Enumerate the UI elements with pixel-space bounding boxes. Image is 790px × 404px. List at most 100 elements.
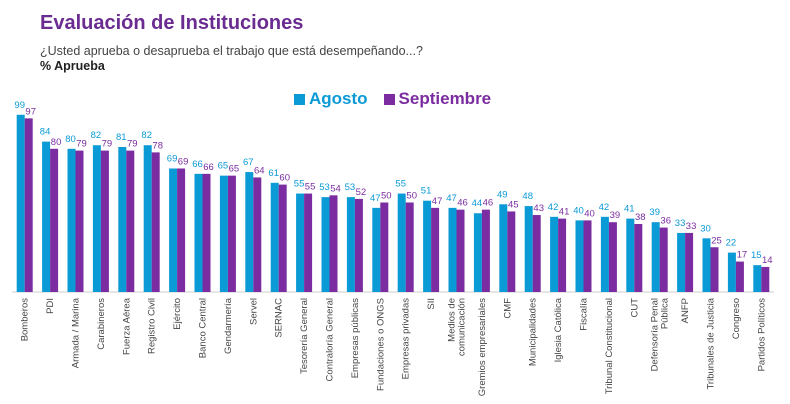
data-label: 46 (457, 198, 468, 209)
category-label: Iglesia Católica (553, 297, 564, 362)
bar-agosto (499, 204, 508, 292)
category-label: Tribunales de Justicia (706, 297, 717, 389)
data-label: 80 (51, 137, 62, 148)
legend-label: Agosto (309, 89, 368, 108)
data-label: 49 (497, 189, 508, 200)
data-label: 60 (279, 173, 290, 184)
bar-septiembre (151, 152, 160, 292)
data-label: 66 (203, 162, 214, 173)
category-label: ANFP (680, 298, 691, 323)
bar-agosto (626, 218, 635, 292)
data-label: 45 (508, 199, 519, 210)
bar-agosto (473, 213, 482, 292)
chart-subtitle: ¿Usted aprueba o desaprueba el trabajo q… (40, 44, 423, 58)
data-label: 22 (726, 238, 737, 249)
data-label: 39 (610, 210, 621, 221)
data-label: 42 (548, 202, 559, 213)
data-label: 48 (522, 191, 533, 202)
bar-septiembre (24, 118, 33, 293)
bar-agosto (346, 197, 355, 292)
data-label: 53 (345, 182, 356, 193)
data-label: 54 (330, 183, 341, 194)
data-label: 65 (218, 161, 229, 172)
data-label: 40 (573, 205, 584, 216)
bar-agosto (321, 197, 330, 292)
category-label: Empresas privadas (401, 298, 412, 380)
bar-septiembre (304, 193, 313, 292)
data-label: 14 (762, 255, 773, 266)
data-label: 67 (243, 157, 254, 168)
category-label: SII (426, 298, 437, 310)
bar-septiembre (685, 232, 694, 292)
data-label: 41 (559, 207, 570, 218)
chart-title: Evaluación de Instituciones (40, 12, 304, 34)
data-label: 81 (116, 132, 127, 143)
bar-septiembre (608, 222, 617, 292)
category-label: Carabineros (96, 298, 107, 350)
data-label: 79 (76, 139, 87, 150)
bar-agosto (753, 265, 762, 292)
category-label: Gremios empresariales (477, 298, 488, 396)
data-label: 25 (711, 235, 722, 246)
data-label: 65 (229, 164, 240, 175)
category-label: Partidos Políticos (756, 298, 767, 372)
bar-agosto (194, 173, 203, 292)
bar-agosto (296, 193, 305, 292)
category-label: Registro Civil (147, 298, 158, 354)
bar-agosto (67, 148, 76, 292)
bar-agosto (651, 222, 660, 292)
legend-item-septiembre: Septiembre (383, 89, 492, 109)
bar-septiembre (354, 198, 363, 292)
bar-agosto (575, 220, 584, 292)
bar-septiembre (380, 202, 389, 292)
data-label: 38 (635, 212, 646, 223)
bar-agosto (372, 207, 381, 292)
bar-agosto (677, 232, 686, 292)
legend-swatch (383, 93, 395, 105)
data-label: 82 (91, 130, 102, 141)
category-label: CMF (502, 298, 513, 319)
data-label: 79 (127, 139, 138, 150)
data-label: 82 (141, 130, 152, 141)
bar-septiembre (405, 202, 414, 292)
bar-agosto (270, 182, 279, 292)
data-label: 46 (483, 198, 494, 209)
bar-septiembre (634, 223, 643, 292)
measure-label: % Aprueba (40, 59, 105, 73)
bar-agosto (42, 141, 51, 292)
bar-agosto (219, 175, 228, 292)
bar-agosto (118, 147, 127, 292)
bar-agosto (143, 145, 152, 292)
legend-item-agosto: Agosto (294, 89, 368, 109)
data-label: 55 (395, 179, 406, 190)
category-label: Medios de (447, 298, 458, 342)
data-label: 69 (178, 156, 189, 167)
bar-septiembre (659, 227, 668, 292)
category-label: Defensoría Penal (650, 298, 661, 371)
data-label: 97 (25, 106, 36, 117)
data-label: 66 (192, 159, 203, 170)
data-label: 78 (152, 140, 163, 151)
category-label: Ejército (172, 298, 183, 330)
bar-agosto (550, 216, 559, 292)
bar-septiembre (177, 168, 186, 292)
category-label: Empresas públicas (350, 298, 361, 379)
bar-agosto (423, 200, 432, 292)
data-label: 69 (167, 153, 178, 164)
legend-swatch (294, 93, 305, 105)
category-label: Tribunal Constitucional (604, 298, 615, 394)
data-label: 47 (432, 196, 443, 207)
bar-agosto (448, 207, 457, 292)
category-label: Pública (660, 297, 671, 329)
data-label: 39 (649, 207, 660, 218)
category-label: Fuerza Aérea (121, 297, 132, 355)
bar-septiembre (329, 195, 338, 292)
legend-label: Septiembre (398, 89, 492, 108)
bar-septiembre (507, 211, 516, 292)
bar-agosto (524, 206, 533, 292)
bar-septiembre (431, 207, 440, 292)
data-label: 55 (305, 182, 316, 193)
data-label: 42 (599, 202, 610, 213)
bar-septiembre (278, 184, 287, 292)
